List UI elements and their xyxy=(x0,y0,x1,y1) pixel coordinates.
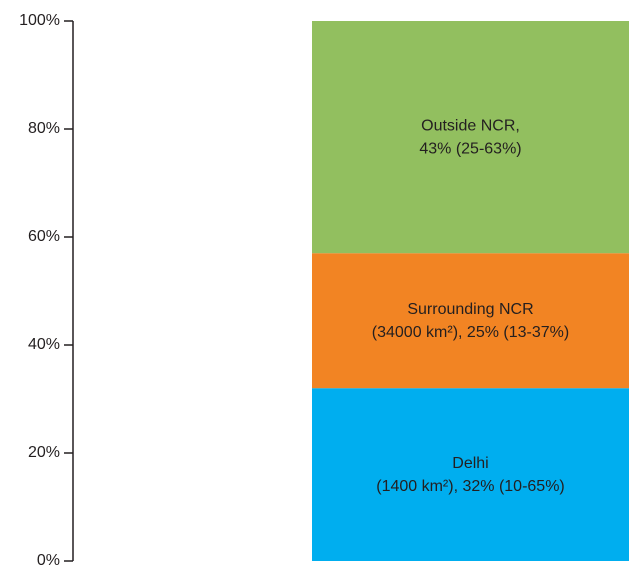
bar-segment xyxy=(312,388,629,561)
y-tick-label: 60% xyxy=(28,228,60,245)
segment-name: Outside NCR, xyxy=(421,117,520,134)
data-label: (1400 km²), 32% (10-65%) xyxy=(376,478,565,495)
data-label: (34000 km²), 25% (13-37%) xyxy=(372,324,569,341)
y-tick-label: 20% xyxy=(28,444,60,461)
y-tick-label: 40% xyxy=(28,336,60,353)
y-tick-label: 80% xyxy=(28,120,60,137)
y-tick-label: 0% xyxy=(37,552,60,568)
bar-segment xyxy=(312,21,629,254)
segment-name: Delhi xyxy=(452,455,488,472)
segment-name: Surrounding NCR xyxy=(407,301,533,318)
y-tick-label: 100% xyxy=(19,12,60,29)
data-label: 43% (25-63%) xyxy=(419,140,521,157)
bar-segment xyxy=(312,253,629,389)
